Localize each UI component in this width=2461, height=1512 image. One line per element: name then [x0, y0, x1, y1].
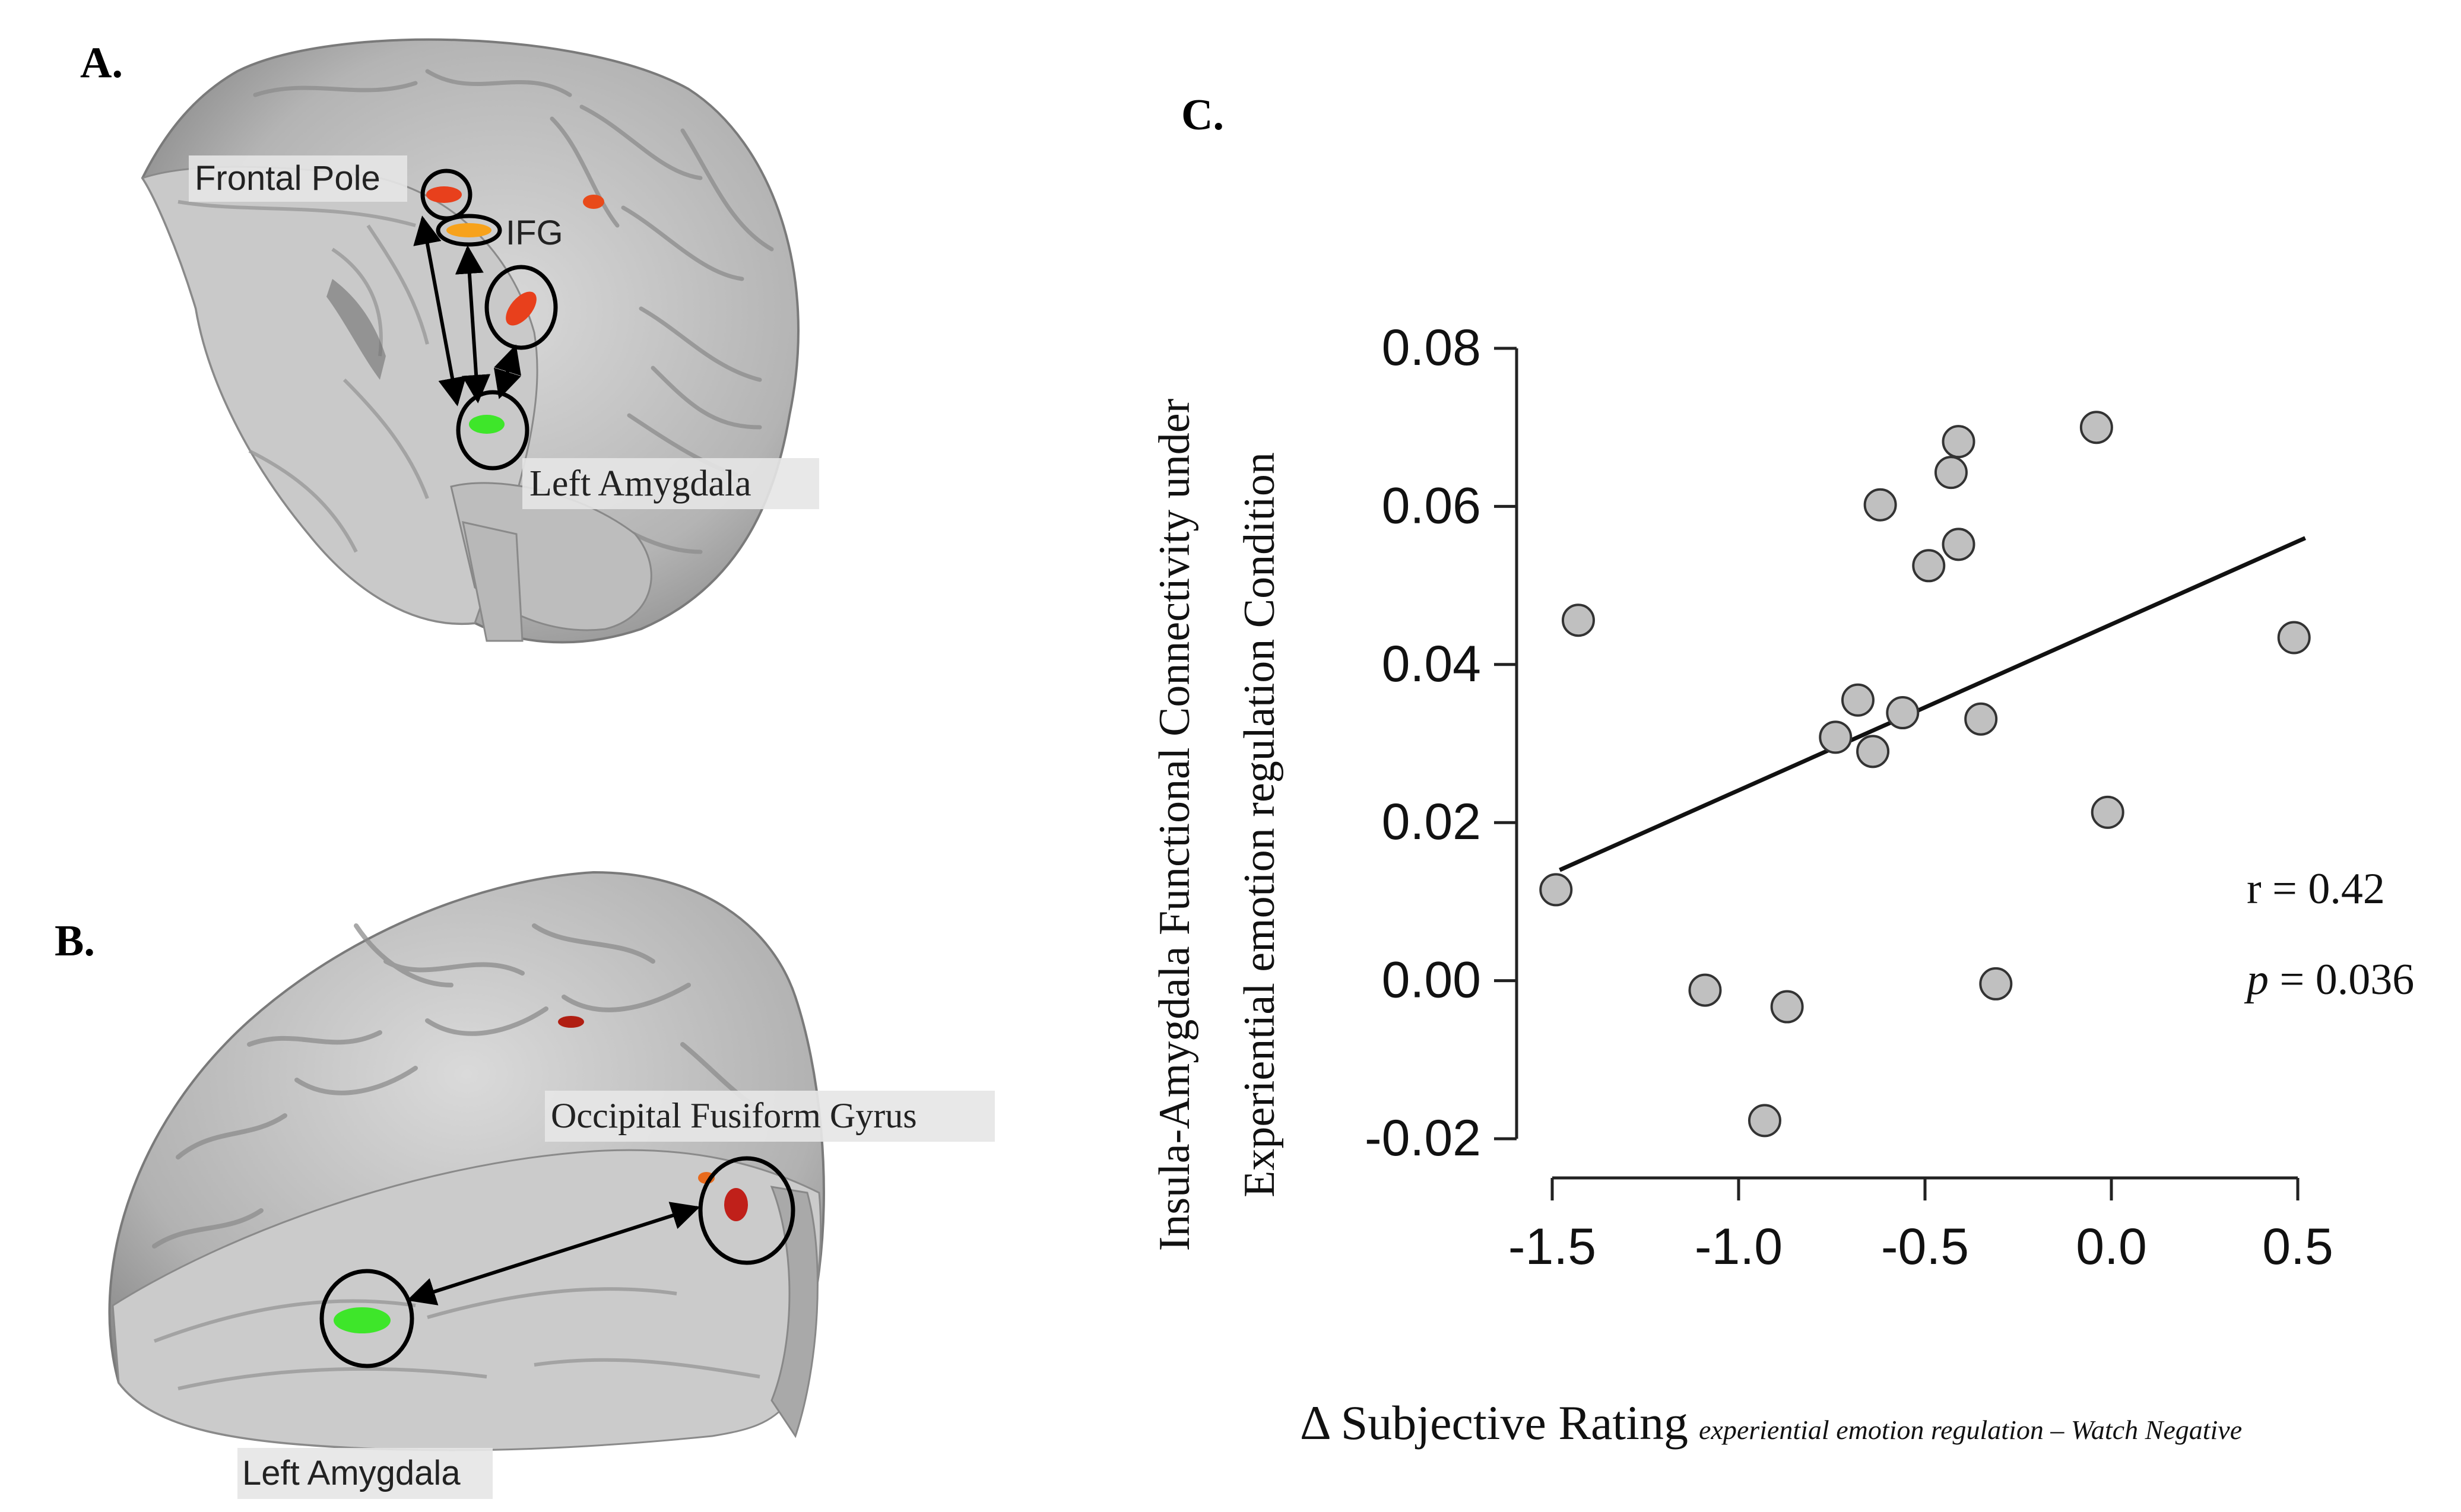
brain-render-a — [141, 38, 800, 644]
panel-b-label: B. — [55, 917, 95, 965]
axes: -0.02 0.00 0.02 0.04 0.06 0.08 -1.5 -1.0 -0.5 0.0… — [1365, 319, 2333, 1275]
arrow-amygdala-ifg — [455, 245, 491, 404]
y-axis-label-line2: Experiential emotion regulation Conditio… — [1235, 452, 1284, 1197]
y-tick-label: 0.08 — [1382, 319, 1481, 376]
data-point — [1886, 696, 1920, 730]
stat-p-value: = 0.036 — [2269, 955, 2414, 1004]
y-axis-label-line1: Insula-Amygdala Functional Connectivity … — [1150, 399, 1199, 1251]
y-tick-label: 0.04 — [1382, 636, 1481, 693]
left-amygdala-label-b: Left Amygdala — [242, 1454, 461, 1492]
data-point — [1748, 1104, 1781, 1138]
y-tick-label: 0.02 — [1382, 793, 1481, 850]
x-tick-label: -0.5 — [1881, 1218, 1969, 1275]
data-point — [1856, 735, 1890, 768]
data-point — [1934, 456, 1968, 490]
stat-p-symbol: p — [2244, 955, 2269, 1004]
panel-a-label: A. — [80, 39, 123, 87]
regression-line-group — [1559, 536, 2306, 872]
amygdala-activation-a — [469, 415, 505, 434]
stat-p: p = 0.036 — [2244, 955, 2414, 1004]
data-point — [1770, 990, 1804, 1024]
x-tick-label: 0.5 — [2262, 1218, 2333, 1275]
data-point — [1561, 603, 1595, 637]
x-axis-label-main: Δ Subjective Rating — [1300, 1396, 1688, 1450]
fusiform-activation — [724, 1188, 748, 1221]
data-point — [1964, 702, 1998, 736]
panel-c: C. Insula-Amygdala Functional Connectivi… — [1150, 91, 2414, 1450]
insula-activation — [506, 291, 537, 326]
data-point — [1819, 720, 1853, 754]
x-axis-label: Δ Subjective Rating experiential emotion … — [1300, 1396, 2242, 1450]
data-point — [1942, 425, 1975, 459]
data-point — [1979, 967, 2013, 1000]
plot-area: -0.02 0.00 0.02 0.04 0.06 0.08 -1.5 -1.0 -0.5 0.0… — [1365, 319, 2333, 1275]
amygdala-activation-b — [334, 1307, 391, 1333]
amygdala-circle-a — [456, 390, 529, 471]
arrow-amygdala-fusiform — [407, 1202, 700, 1305]
scatter-points — [1539, 411, 2311, 1138]
arrow-amygdala-insula — [494, 344, 521, 399]
data-point — [2277, 621, 2311, 655]
panel-a: A. — [80, 38, 819, 644]
stat-r: r = 0.42 — [2247, 865, 2385, 913]
fusiform-label: Occipital Fusiform Gyrus — [551, 1096, 917, 1135]
x-tick-label: 0.0 — [2076, 1218, 2147, 1275]
parietal-activation-b — [558, 1016, 584, 1028]
data-point — [1863, 488, 1897, 522]
data-point — [1841, 683, 1875, 717]
data-point — [2079, 411, 2113, 444]
data-point — [1942, 528, 1975, 561]
arrow-amygdala-frontal-pole — [413, 215, 467, 406]
data-point — [2091, 795, 2124, 829]
data-point — [1688, 973, 1722, 1007]
data-point — [1539, 873, 1573, 907]
y-tick-label: 0.00 — [1382, 952, 1481, 1009]
left-amygdala-label-a: Left Amygdala — [529, 463, 751, 504]
fusiform-circle — [698, 1156, 795, 1265]
y-tick-label: 0.06 — [1382, 477, 1481, 534]
ifg-activation — [446, 223, 491, 237]
data-point — [1912, 549, 1946, 583]
y-tick-label: -0.02 — [1365, 1110, 1481, 1167]
amygdala-circle-b — [319, 1269, 414, 1368]
brain-render-b — [108, 871, 825, 1451]
x-tick-label: -1.5 — [1508, 1218, 1596, 1275]
ifg-label: IFG — [506, 214, 563, 252]
parietal-activation — [583, 195, 604, 209]
x-tick-label: -1.0 — [1695, 1218, 1783, 1275]
regression-line — [1559, 536, 2306, 872]
x-axis-label-sub: experiential emotion regulation – Watch … — [1699, 1415, 2242, 1445]
frontal-pole-label: Frontal Pole — [195, 159, 380, 198]
panel-b: B. — [55, 871, 995, 1499]
frontal-pole-activation — [426, 186, 462, 203]
panel-c-label: C. — [1181, 91, 1224, 139]
